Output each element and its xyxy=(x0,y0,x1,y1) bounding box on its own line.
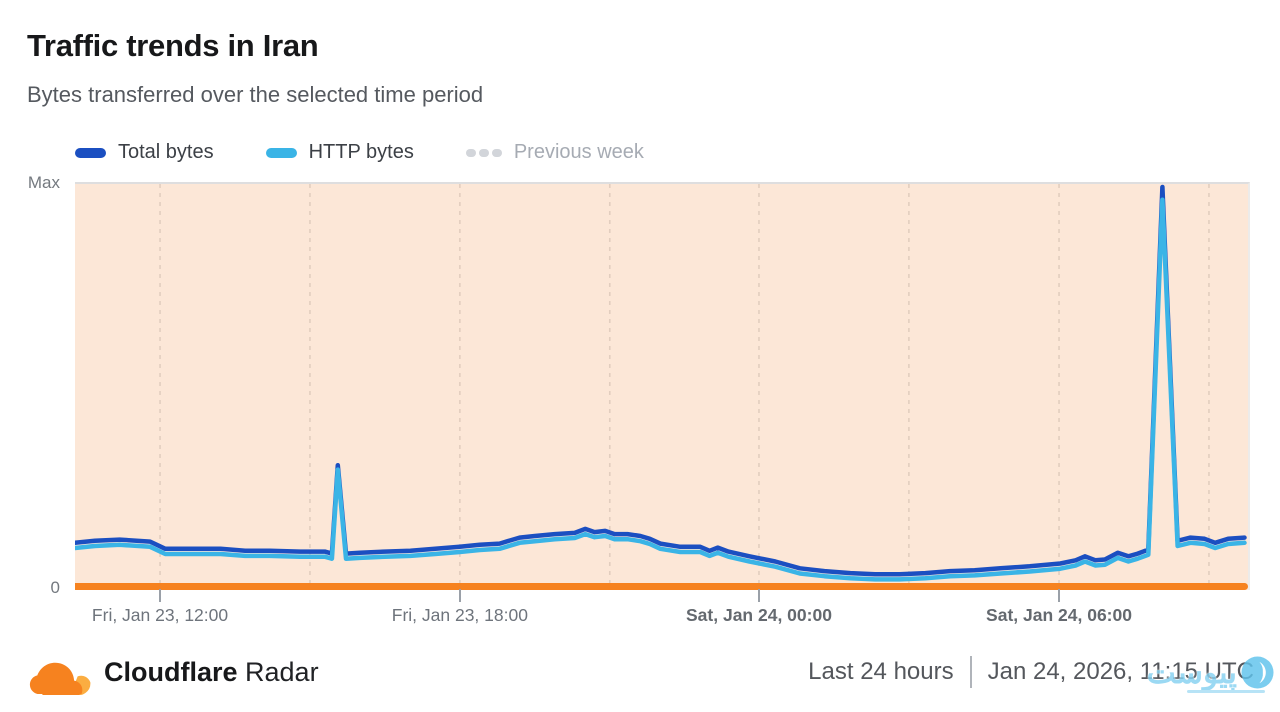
cloudflare-logo-icon xyxy=(29,662,91,695)
total-bytes-swatch-icon xyxy=(75,147,106,158)
watermark-text: پیوست xyxy=(1146,655,1237,690)
legend-item-previous-week[interactable]: Previous week xyxy=(465,141,644,164)
traffic-lines-svg xyxy=(75,184,1247,590)
page-subtitle: Bytes transferred over the selected time… xyxy=(27,82,484,107)
x-axis-label: Fri, Jan 23, 12:00 xyxy=(91,605,229,625)
brand-radar: Radar xyxy=(245,656,319,687)
watermark-logo: پیوست xyxy=(1146,655,1274,693)
legend-item-total-bytes[interactable]: Total bytes xyxy=(75,141,214,164)
legend-label: HTTP bytes xyxy=(308,141,414,163)
previous-week-dashes-icon xyxy=(465,148,502,157)
x-axis-tick xyxy=(1058,589,1061,602)
http-bytes-swatch-icon xyxy=(265,147,297,158)
chart-plot-area[interactable] xyxy=(75,182,1250,590)
x-axis-label: Sat, Jan 24, 00:00 xyxy=(686,605,832,625)
separator xyxy=(969,656,972,688)
time-range-label: Last 24 hours xyxy=(808,658,954,685)
footer-meta: Last 24 hours Jan 24, 2026, 11:15 UTC xyxy=(808,656,1254,688)
brand-text: Cloudflare Radar xyxy=(104,657,319,688)
watermark-circle-icon xyxy=(1241,656,1274,689)
page-title: Traffic trends in Iran xyxy=(27,28,319,63)
x-axis: Fri, Jan 23, 12:00 Fri, Jan 23, 18:00 Sat,… xyxy=(0,589,1280,634)
x-axis-tick xyxy=(458,589,461,602)
brand-cloudflare: Cloudflare xyxy=(104,656,238,687)
watermark-underline xyxy=(1186,690,1265,693)
x-axis-label: Fri, Jan 23, 18:00 xyxy=(391,605,528,625)
y-axis-max-label: Max xyxy=(27,173,60,192)
timestamp-label: Jan 24, 2026, 11:15 UTC xyxy=(987,658,1254,685)
x-axis-tick xyxy=(159,589,162,602)
y-axis-zero-label: 0 xyxy=(50,578,60,597)
x-axis-label: Sat, Jan 24, 06:00 xyxy=(986,605,1132,625)
footer: Cloudflare Radar Last 24 hours Jan 24, 2… xyxy=(28,644,1254,700)
legend-item-http-bytes[interactable]: HTTP bytes xyxy=(265,141,414,164)
cloudflare-radar-brand[interactable]: Cloudflare Radar xyxy=(28,650,319,695)
x-axis-baseline xyxy=(75,583,1248,590)
chart-legend: Total bytes HTTP bytes Previous week xyxy=(75,141,644,164)
legend-label: Previous week xyxy=(513,141,644,163)
legend-label: Total bytes xyxy=(118,141,214,163)
x-axis-tick xyxy=(757,589,760,602)
